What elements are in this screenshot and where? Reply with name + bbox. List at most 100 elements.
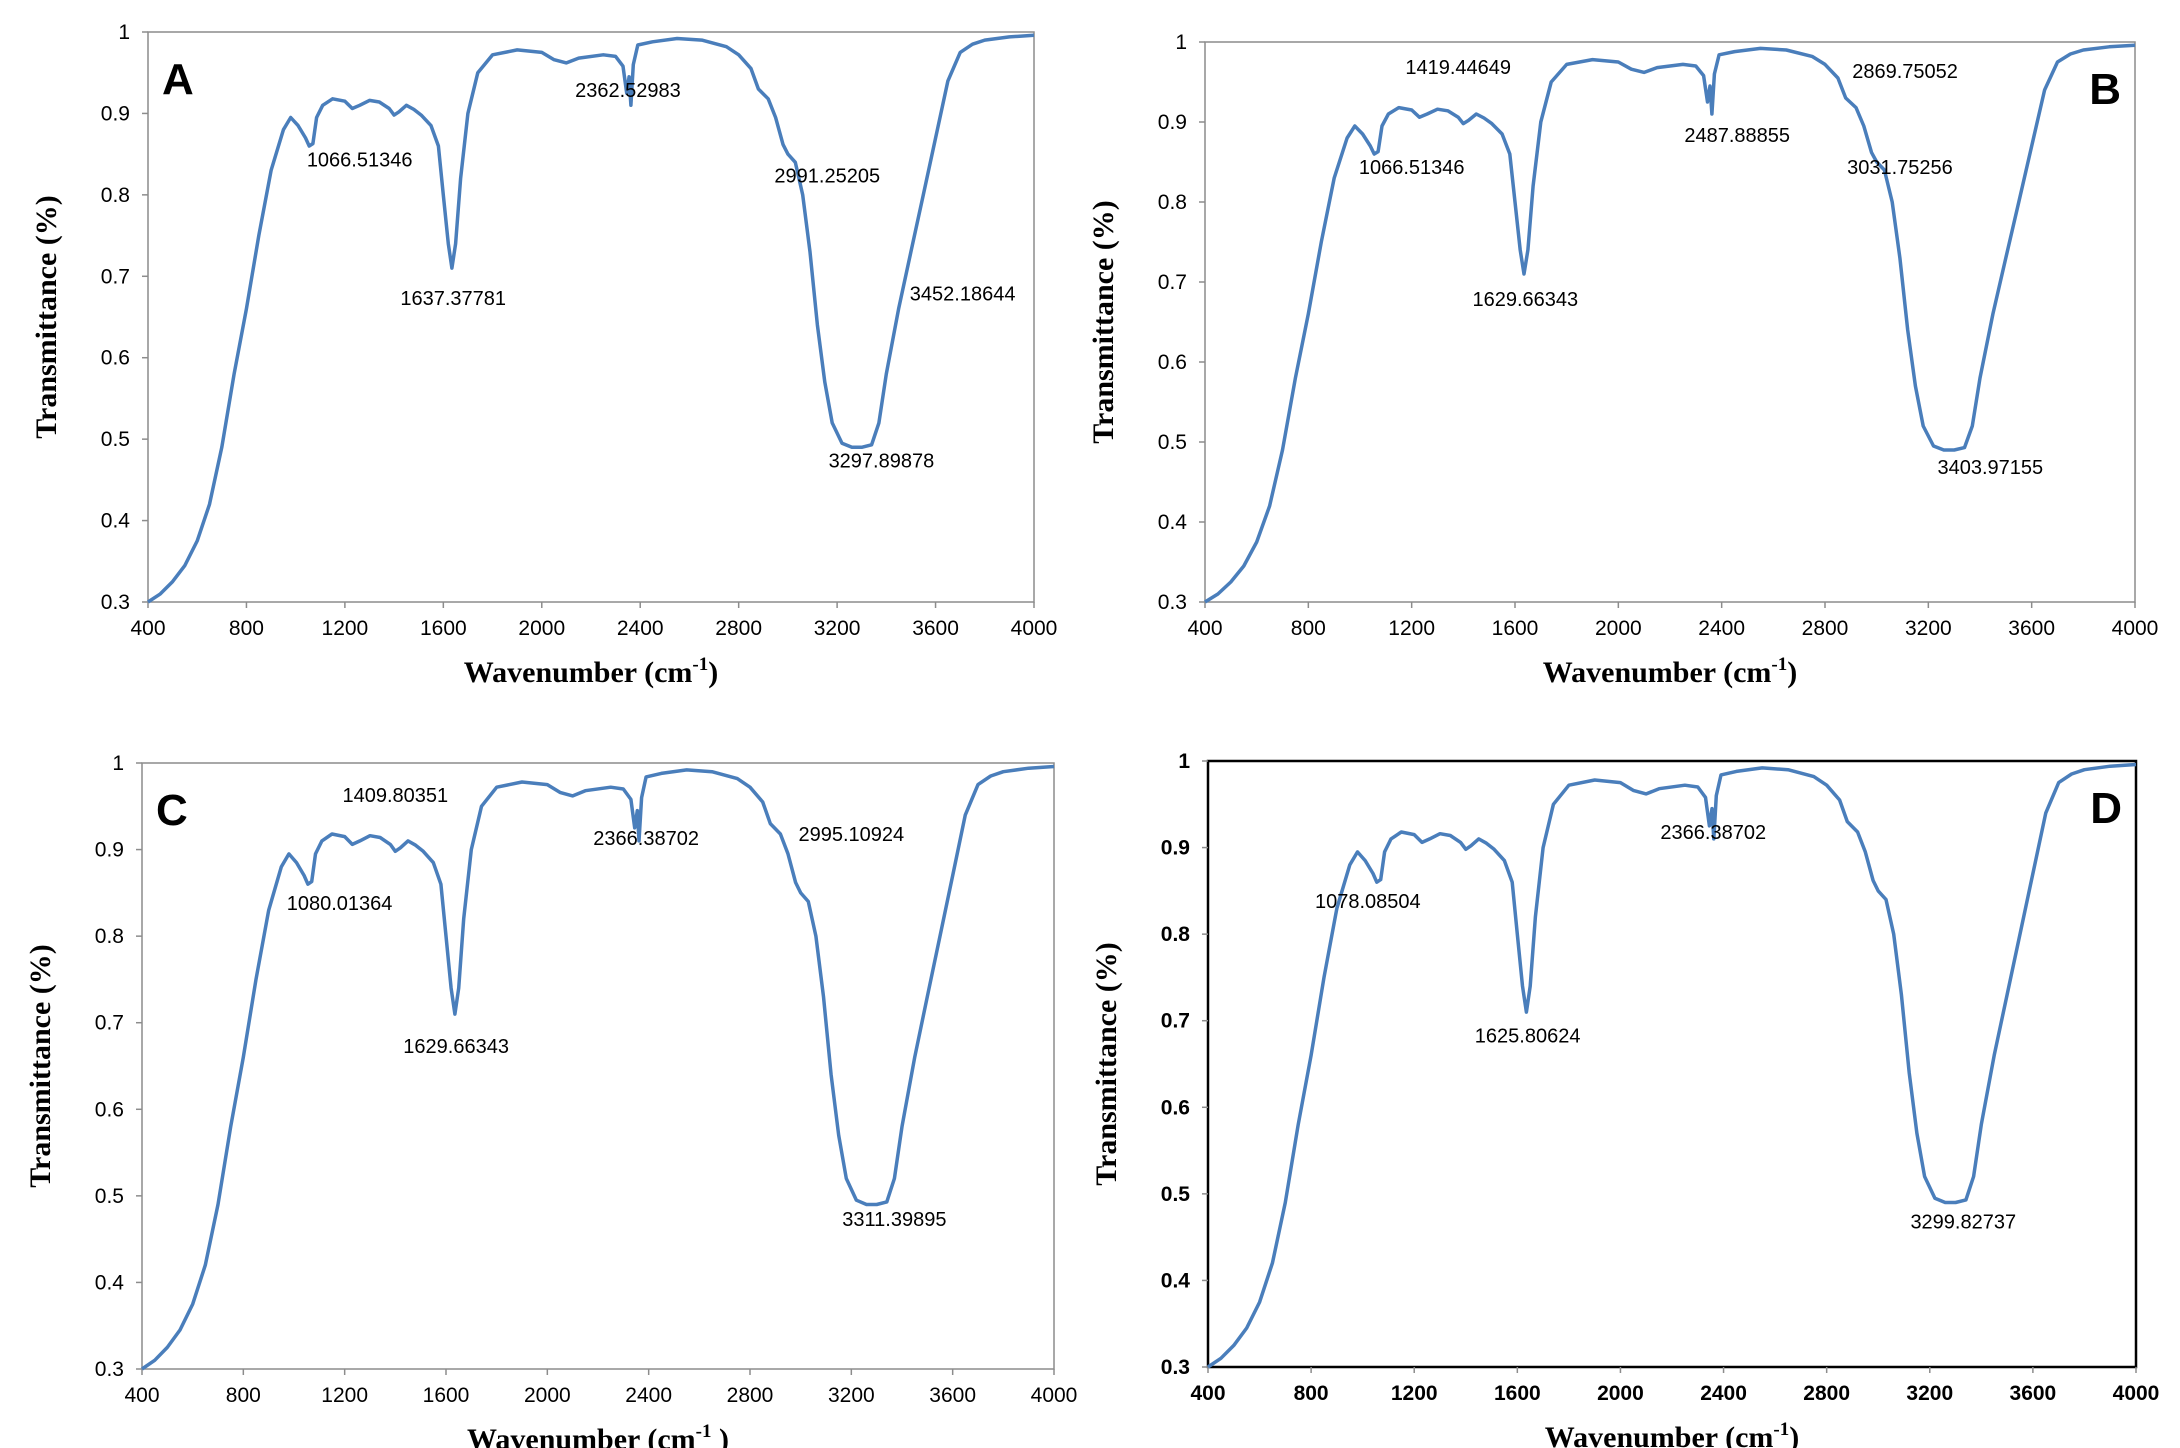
y-axis-title: Transmittance (%) — [1087, 200, 1120, 444]
x-axis-title: Wavenumber (cm-1) — [1543, 654, 1797, 689]
x-tick-label: 2400 — [1700, 1382, 1747, 1405]
x-tick-label: 1200 — [1388, 617, 1435, 640]
y-tick-label: 0.5 — [95, 1185, 124, 1208]
panel-letter-label: C — [156, 786, 188, 835]
x-axis-title: Wavenumber (cm-1) — [464, 654, 718, 689]
y-axis-title: Transmittance (%) — [1090, 942, 1123, 1186]
peak-annotation-label: 1629.66343 — [1472, 289, 1578, 311]
x-tick-label: 3200 — [1906, 1382, 1953, 1405]
peak-annotation-label: 2995.10924 — [798, 824, 904, 846]
peak-annotation-label: 3403.97155 — [1937, 457, 2043, 479]
x-tick-label: 2800 — [727, 1384, 774, 1407]
x-axis-title: Wavenumber (cm-1 ) — [467, 1421, 729, 1448]
y-tick-label: 0.9 — [101, 102, 130, 125]
x-tick-label: 400 — [1190, 1382, 1225, 1405]
peak-annotation-label: 3311.39895 — [842, 1209, 946, 1231]
y-tick-label: 0.8 — [95, 925, 124, 948]
y-tick-label: 0.3 — [1158, 591, 1187, 614]
y-tick-label: 0.9 — [1158, 111, 1187, 134]
spectrum-series-line — [1207, 762, 2137, 1369]
x-axis-title: Wavenumber (cm-1) — [1545, 1419, 1799, 1448]
y-tick-label: 0.9 — [95, 839, 124, 862]
x-tick-label: 2400 — [625, 1384, 672, 1407]
peak-annotation-label: 2487.88855 — [1684, 125, 1790, 147]
x-tick-label: 1600 — [423, 1384, 470, 1407]
x-tick-label: 400 — [130, 617, 165, 640]
peak-annotation-label: 1078.08504 — [1315, 891, 1421, 913]
x-tick-label: 4000 — [1031, 1384, 1078, 1407]
x-tick-label: 2800 — [1802, 617, 1849, 640]
x-tick-label: 800 — [1291, 617, 1326, 640]
peak-annotation-label: 1637.37781 — [400, 288, 506, 310]
peak-annotation-label: 1066.51346 — [1359, 157, 1465, 179]
x-tick-label: 1200 — [321, 1384, 368, 1407]
y-tick-label: 0.4 — [1158, 511, 1188, 534]
y-tick-label: 0.6 — [101, 347, 130, 370]
x-tick-label: 2800 — [1803, 1382, 1850, 1405]
chart-panel-a: 0.3 0.4 0.5 0.6 0.7 0.8 0.9 1 400 800 1200 1600 2000… — [0, 0, 1080, 710]
y-tick-label: 0.8 — [1158, 191, 1187, 214]
x-tick-label: 3200 — [1905, 617, 1952, 640]
y-tick-label: 0.8 — [101, 184, 130, 207]
y-tick-label: 0.6 — [1158, 351, 1187, 374]
peak-annotation-label: 1066.51346 — [307, 149, 413, 171]
peak-annotation-label: 1409.80351 — [342, 785, 448, 807]
y-tick-label: 1 — [1175, 31, 1187, 54]
peak-annotation-label: 1629.66343 — [403, 1036, 509, 1058]
x-tick-label: 1600 — [420, 617, 467, 640]
x-tick-label: 2000 — [1595, 617, 1642, 640]
peak-annotation-label: 3031.75256 — [1847, 157, 1953, 179]
x-tick-label: 2800 — [715, 617, 762, 640]
plot-area-frame — [141, 762, 1055, 1370]
peak-annotation-label: 1080.01364 — [287, 893, 393, 915]
chart-panel-b: 0.3 0.4 0.5 0.6 0.7 0.8 0.9 1 400 800 1200 1600 2000… — [1080, 0, 2180, 710]
x-tick-label: 400 — [1187, 617, 1222, 640]
spectrum-series-line — [147, 33, 1035, 604]
peak-annotation-label: 2362.52983 — [575, 80, 681, 102]
y-tick-label: 0.9 — [1161, 837, 1190, 860]
peak-annotation-label: 2991.25205 — [774, 166, 880, 188]
plot-area-frame — [147, 31, 1035, 603]
y-axis-title: Transmittance (%) — [30, 195, 63, 439]
peak-annotation-label: 3299.82737 — [1910, 1211, 2016, 1233]
x-tick-label: 1600 — [1494, 1382, 1541, 1405]
y-tick-label: 0.4 — [101, 510, 131, 533]
spectrum-series-line — [1204, 43, 2136, 604]
peak-annotation-label: 2366.38702 — [1660, 822, 1766, 844]
chart-svg: 0.3 0.4 0.5 0.6 0.7 0.8 0.9 1 400 800 1200 1600 2000… — [24, 752, 1078, 1448]
y-tick-label: 0.5 — [101, 428, 130, 451]
y-tick-label: 0.7 — [1161, 1010, 1190, 1033]
x-tick-label: 3200 — [828, 1384, 875, 1407]
chart-panel-c: 0.3 0.4 0.5 0.6 0.7 0.8 0.9 1 400 800 1200 1600 2000… — [0, 730, 1080, 1448]
y-tick-label: 0.3 — [95, 1358, 124, 1381]
peak-annotation-label: 2869.75052 — [1852, 61, 1958, 83]
peak-annotation-label: 3452.18644 — [910, 284, 1016, 306]
x-tick-label: 3600 — [2008, 617, 2055, 640]
spectrum-series-line — [141, 764, 1055, 1371]
y-tick-label: 0.7 — [95, 1012, 124, 1035]
y-tick-label: 0.7 — [101, 265, 130, 288]
y-tick-label: 0.8 — [1161, 923, 1191, 946]
x-tick-label: 2000 — [518, 617, 565, 640]
x-tick-label: 3600 — [929, 1384, 976, 1407]
y-tick-label: 1 — [1178, 750, 1190, 773]
y-tick-label: 0.4 — [1161, 1269, 1191, 1292]
x-tick-label: 2400 — [1698, 617, 1745, 640]
y-tick-label: 0.3 — [101, 591, 130, 614]
x-tick-label: 3600 — [2010, 1382, 2057, 1405]
y-tick-label: 0.5 — [1161, 1183, 1191, 1206]
x-tick-label: 4000 — [1011, 617, 1058, 640]
x-tick-label: 1200 — [322, 617, 369, 640]
x-tick-label: 400 — [124, 1384, 159, 1407]
x-tick-label: 2000 — [1597, 1382, 1644, 1405]
peak-annotation-label: 1625.80624 — [1475, 1025, 1581, 1047]
x-tick-label: 2400 — [617, 617, 664, 640]
panel-letter-label: B — [2089, 65, 2121, 114]
y-tick-label: 0.3 — [1161, 1356, 1190, 1379]
x-tick-label: 4000 — [2112, 617, 2159, 640]
y-axis-title: Transmittance (%) — [24, 944, 57, 1188]
peak-annotation-label: 1419.44649 — [1405, 57, 1511, 79]
x-tick-label: 800 — [1294, 1382, 1329, 1405]
chart-svg: 0.3 0.4 0.5 0.6 0.7 0.8 0.9 1 400 800 1200 1600 2000… — [30, 21, 1058, 689]
panel-letter-label: D — [2090, 784, 2122, 833]
